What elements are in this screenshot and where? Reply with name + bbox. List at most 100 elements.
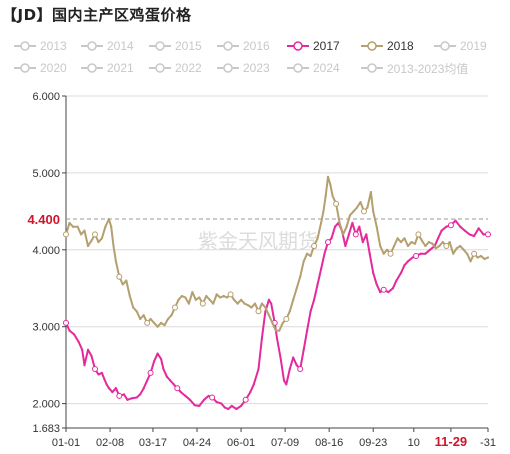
data-point-2017 [440, 229, 443, 232]
data-point-2017 [297, 366, 304, 372]
data-point-2018 [448, 241, 451, 244]
data-point-2018 [274, 329, 277, 332]
legend-item-2019[interactable]: 2019 [434, 36, 487, 56]
legend-marker-icon [149, 63, 171, 73]
data-point-2018 [271, 321, 274, 324]
data-point-2017 [372, 271, 375, 274]
data-point-2018 [281, 321, 284, 324]
data-point-2017 [90, 354, 93, 357]
data-point-2017 [279, 356, 282, 359]
data-point-2017 [320, 267, 323, 271]
x-tick-label: 11-29 [435, 434, 468, 449]
data-point-2017 [116, 392, 123, 399]
data-point-2018 [253, 302, 257, 305]
legend-item-2023[interactable]: 2023 [217, 58, 270, 78]
legend-item-2024[interactable]: 2024 [287, 58, 340, 78]
legend-item-2013[interactable]: 2013 [14, 36, 67, 56]
data-point-2018 [208, 298, 211, 301]
legend-item-2014[interactable]: 2014 [81, 36, 134, 56]
data-point-2018 [215, 293, 218, 296]
data-point-2018 [184, 296, 187, 299]
data-point-2018 [311, 243, 318, 249]
legend-label: 2018 [387, 39, 414, 53]
data-point-2017 [162, 367, 165, 371]
data-point-2018 [413, 242, 417, 245]
data-point-2018 [331, 194, 334, 198]
watermark: 紫金天风期货 [198, 229, 318, 253]
data-point-2018 [369, 191, 372, 194]
data-point-2018 [180, 294, 183, 298]
data-point-2018 [415, 231, 422, 238]
data-point-2017 [235, 407, 238, 411]
legend-label: 2019 [460, 39, 487, 53]
data-point-2017 [347, 233, 350, 236]
data-point-2017 [86, 348, 90, 351]
legend-row: 2020 2021 2022 2023 2024 2013-2023均值 [14, 58, 510, 80]
data-point-2017 [257, 367, 260, 371]
data-point-2017 [179, 391, 182, 394]
data-point-2017 [105, 383, 108, 386]
data-point-2018 [135, 310, 138, 313]
data-point-2017 [316, 283, 319, 286]
legend-item-2013-2023均值[interactable]: 2013-2023均值 [361, 58, 468, 78]
data-point-2018 [299, 275, 302, 278]
data-point-2018 [462, 248, 465, 251]
data-point-2017 [275, 337, 279, 340]
legend-item-2022[interactable]: 2022 [149, 58, 202, 78]
data-point-2018 [348, 214, 352, 217]
data-point-2017 [184, 394, 187, 397]
data-point-2017 [482, 233, 485, 236]
y-tick-label: 1.683 [32, 423, 60, 435]
data-point-2018 [76, 225, 79, 228]
legend-marker-icon [287, 41, 309, 51]
data-point-2018 [382, 252, 385, 255]
data-point-2018 [142, 314, 145, 317]
data-point-2018 [309, 254, 312, 258]
x-tick-label: -31 [480, 437, 496, 449]
data-point-2017 [97, 373, 100, 376]
data-point-2018 [338, 221, 341, 224]
data-point-2017 [379, 291, 382, 294]
data-point-2017 [100, 371, 104, 374]
data-point-2017 [306, 329, 309, 332]
data-point-2018 [452, 252, 455, 255]
data-point-2018 [288, 310, 291, 313]
legend-label: 2013 [40, 39, 67, 53]
data-point-2018 [86, 244, 90, 248]
data-point-2017 [172, 383, 175, 386]
data-point-2018 [92, 231, 98, 238]
data-point-2017 [292, 356, 295, 359]
data-point-2017 [485, 231, 491, 238]
legend-marker-icon [361, 63, 383, 73]
x-tick-label: 09-23 [359, 437, 387, 449]
y-tick-label: 3.000 [32, 322, 60, 334]
legend-item-2020[interactable]: 2020 [14, 58, 67, 78]
data-point-2018 [469, 260, 472, 263]
y-tick-label: 4.000 [32, 245, 60, 257]
data-point-2018 [316, 237, 319, 240]
legend-item-2018[interactable]: 2018 [361, 36, 414, 56]
data-point-2017 [147, 369, 154, 376]
legend-marker-icon [287, 63, 309, 73]
data-point-2018 [236, 302, 239, 305]
data-point-2018 [483, 257, 486, 261]
legend-label: 2021 [107, 61, 134, 75]
data-point-2017 [323, 252, 326, 255]
legend-marker-icon [14, 63, 36, 73]
data-point-2017 [169, 379, 172, 382]
data-point-2018 [479, 254, 483, 258]
legend-item-2021[interactable]: 2021 [81, 58, 134, 78]
legend-item-2017[interactable]: 2017 [287, 36, 340, 56]
data-point-2017 [131, 397, 134, 400]
legend-item-2016[interactable]: 2016 [217, 36, 270, 56]
legend-item-2015[interactable]: 2015 [149, 36, 202, 56]
data-point-2018 [486, 256, 490, 259]
legend-label: 2022 [175, 61, 202, 75]
legend-marker-icon [149, 41, 171, 51]
data-point-2017 [68, 329, 71, 332]
data-point-2018 [177, 298, 180, 301]
data-point-2017 [395, 279, 398, 282]
data-point-2017 [325, 239, 331, 246]
data-point-2017 [406, 260, 410, 263]
